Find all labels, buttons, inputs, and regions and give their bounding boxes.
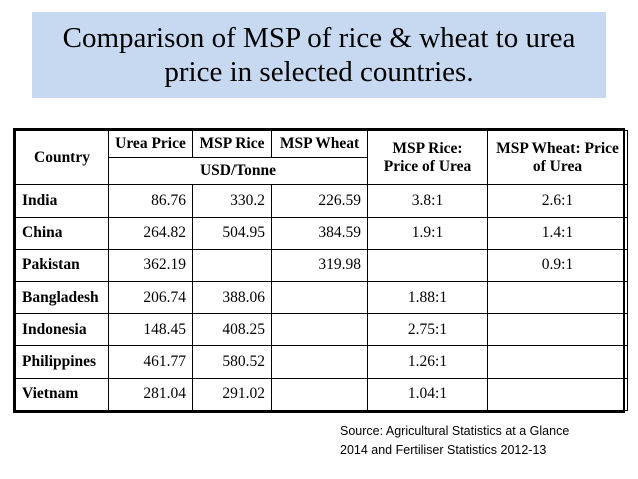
cell-msp-wheat — [271, 345, 368, 379]
header-msp-rice: MSP Rice — [192, 129, 272, 159]
table-row: Vietnam 281.04 291.02 1.04:1 — [15, 377, 628, 412]
header-wheat-ratio: MSP Wheat: Price of Urea — [487, 129, 628, 186]
cell-country: Vietnam — [15, 377, 109, 412]
data-table: Country Urea Price MSP Rice MSP Wheat MS… — [15, 129, 628, 412]
cell-wheat-ratio — [487, 345, 628, 379]
title-box: Comparison of MSP of rice & wheat to ure… — [32, 12, 606, 98]
table-row: Indonesia 148.45 408.25 2.75:1 — [15, 313, 628, 347]
source-line-1: Source: Agricultural Statistics at a Gla… — [340, 424, 570, 438]
header-rice-ratio: MSP Rice: Price of Urea — [367, 129, 488, 186]
table-row: China 264.82 504.95 384.59 1.9:1 1.4:1 — [15, 216, 628, 250]
cell-urea-price: 206.74 — [108, 281, 193, 315]
source-line-2: 2014 and Fertiliser Statistics 2012-13 — [340, 443, 547, 457]
cell-rice-ratio: 2.75:1 — [367, 313, 488, 347]
table-row: Bangladesh 206.74 388.06 1.88:1 — [15, 281, 628, 315]
cell-msp-rice: 330.2 — [192, 184, 272, 218]
cell-msp-rice: 408.25 — [192, 313, 272, 347]
cell-wheat-ratio — [487, 281, 628, 315]
cell-urea-price: 362.19 — [108, 248, 193, 283]
header-country: Country — [15, 129, 109, 186]
cell-urea-price: 86.76 — [108, 184, 193, 218]
cell-msp-wheat: 384.59 — [271, 216, 368, 250]
cell-msp-wheat — [271, 313, 368, 347]
cell-msp-rice: 580.52 — [192, 345, 272, 379]
cell-wheat-ratio — [487, 313, 628, 347]
header-unit: USD/Tonne — [108, 157, 368, 186]
table-row: Philippines 461.77 580.52 1.26:1 — [15, 345, 628, 379]
source-note: Source: Agricultural Statistics at a Gla… — [340, 422, 630, 460]
cell-msp-wheat — [271, 377, 368, 412]
table-row: Pakistan 362.19 319.98 0.9:1 — [15, 248, 628, 283]
cell-country: Bangladesh — [15, 281, 109, 315]
cell-urea-price: 148.45 — [108, 313, 193, 347]
table-row: India 86.76 330.2 226.59 3.8:1 2.6:1 — [15, 184, 628, 218]
cell-rice-ratio: 1.9:1 — [367, 216, 488, 250]
cell-rice-ratio — [367, 248, 488, 283]
cell-country: Pakistan — [15, 248, 109, 283]
header-msp-wheat: MSP Wheat — [271, 129, 368, 159]
unit-row: USD/Tonne — [16, 157, 628, 186]
cell-msp-wheat: 319.98 — [271, 248, 368, 283]
cell-wheat-ratio: 1.4:1 — [487, 216, 628, 250]
cell-urea-price: 461.77 — [108, 345, 193, 379]
cell-msp-rice: 291.02 — [192, 377, 272, 412]
cell-msp-rice: 388.06 — [192, 281, 272, 315]
cell-wheat-ratio: 2.6:1 — [487, 184, 628, 218]
comparison-table: Country Urea Price MSP Rice MSP Wheat MS… — [13, 128, 628, 413]
cell-msp-wheat: 226.59 — [271, 184, 368, 218]
header-row: Country Urea Price MSP Rice MSP Wheat MS… — [15, 129, 628, 186]
cell-country: China — [15, 216, 109, 250]
cell-country: Philippines — [15, 345, 109, 379]
cell-rice-ratio: 3.8:1 — [367, 184, 488, 218]
slide-title: Comparison of MSP of rice & wheat to ure… — [62, 22, 576, 88]
cell-wheat-ratio — [487, 377, 628, 412]
cell-urea-price: 264.82 — [108, 216, 193, 250]
table-body: India 86.76 330.2 226.59 3.8:1 2.6:1 China 264.… — [15, 184, 628, 412]
cell-rice-ratio: 1.26:1 — [367, 345, 488, 379]
cell-msp-rice — [192, 248, 272, 283]
header-urea-price: Urea Price — [108, 129, 193, 159]
cell-msp-rice: 504.95 — [192, 216, 272, 250]
cell-rice-ratio: 1.04:1 — [367, 377, 488, 412]
cell-msp-wheat — [271, 281, 368, 315]
cell-country: Indonesia — [15, 313, 109, 347]
cell-urea-price: 281.04 — [108, 377, 193, 412]
cell-rice-ratio: 1.88:1 — [367, 281, 488, 315]
cell-country: India — [15, 184, 109, 218]
cell-wheat-ratio: 0.9:1 — [487, 248, 628, 283]
